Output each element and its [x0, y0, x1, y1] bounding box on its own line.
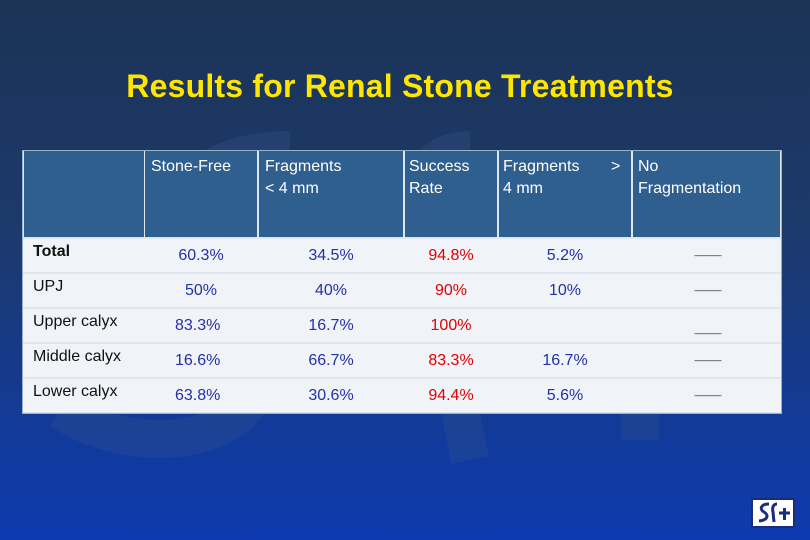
cell-stone-free: 60.3% [178, 247, 224, 264]
cell-success: 100% [430, 317, 472, 334]
cell-success: 83.3% [428, 352, 474, 369]
table-row: Middle calyx 16.6% 66.7% 83.3% 16.7% ___ [23, 344, 781, 377]
table-row: Lower calyx 63.8% 30.6% 94.4% 5.6% ___ [23, 379, 781, 412]
row-label: UPJ [33, 278, 64, 295]
cell-stone-free: 63.8% [175, 387, 221, 404]
cell-frag-lt4: 34.5% [308, 247, 354, 264]
header-stone-free: Stone-Free [151, 158, 232, 175]
row-label: Lower calyx [33, 383, 118, 400]
header-success-cell: Success Rate [405, 151, 497, 237]
cell-no-frag: ___ [694, 381, 722, 398]
cell-success: 94.8% [428, 247, 474, 264]
cell-stone-free: 50% [184, 282, 218, 299]
cell-frag-gt4: 5.6% [546, 387, 584, 404]
header-fragments-lt4: Fragments < 4 mm [265, 158, 342, 197]
cell-stone-free: 83.3% [175, 317, 221, 334]
cell-frag-lt4: 66.7% [308, 352, 354, 369]
table-row: Upper calyx 83.3% 16.7% 100% ___ [23, 309, 781, 342]
header-none-cell: No Fragmentation [633, 151, 780, 237]
cell-frag-lt4: 16.7% [308, 317, 354, 334]
cell-frag-lt4: 40% [314, 282, 348, 299]
cell-success: 94.4% [428, 387, 474, 404]
table-row: UPJ 50% 40% 90% 10% ___ [23, 274, 781, 307]
sfa-logo-icon [751, 498, 795, 528]
cell-frag-gt4 [499, 309, 631, 342]
cell-no-frag: ___ [694, 276, 722, 293]
header-frag-lt4-cell: Fragments < 4 mm [259, 151, 403, 237]
header-stone-free-cell: Stone-Free [145, 151, 257, 237]
header-success-rate: Success Rate [409, 158, 470, 197]
header-row-label-cell [24, 151, 144, 237]
page-title: Results for Renal Stone Treatments [126, 68, 674, 104]
cell-frag-gt4: 10% [548, 282, 582, 299]
results-table: Stone-Free Fragments < 4 mm Success Rate… [22, 150, 782, 414]
header-frag-gt4-cell: Fragments 4 mm > [499, 151, 631, 237]
cell-frag-lt4: 30.6% [308, 387, 354, 404]
cell-stone-free: 16.6% [175, 352, 221, 369]
row-label: Upper calyx [33, 313, 118, 330]
cell-success: 90% [434, 282, 468, 299]
cell-frag-gt4: 5.2% [546, 247, 584, 264]
cell-no-frag: ___ [694, 241, 722, 258]
row-label: Total [33, 243, 71, 260]
cell-frag-gt4: 16.7% [542, 352, 588, 369]
table-row: Total 60.3% 34.5% 94.8% 5.2% ___ [23, 239, 781, 272]
row-label: Middle calyx [33, 348, 122, 365]
cell-no-frag: ___ [694, 346, 722, 363]
header-greater-symbol: > [611, 158, 621, 175]
header-no-fragmentation: No Fragmentation [638, 158, 742, 197]
cell-no-frag: ___ [694, 319, 722, 336]
header-fragments-gt4: Fragments 4 mm [503, 158, 580, 197]
